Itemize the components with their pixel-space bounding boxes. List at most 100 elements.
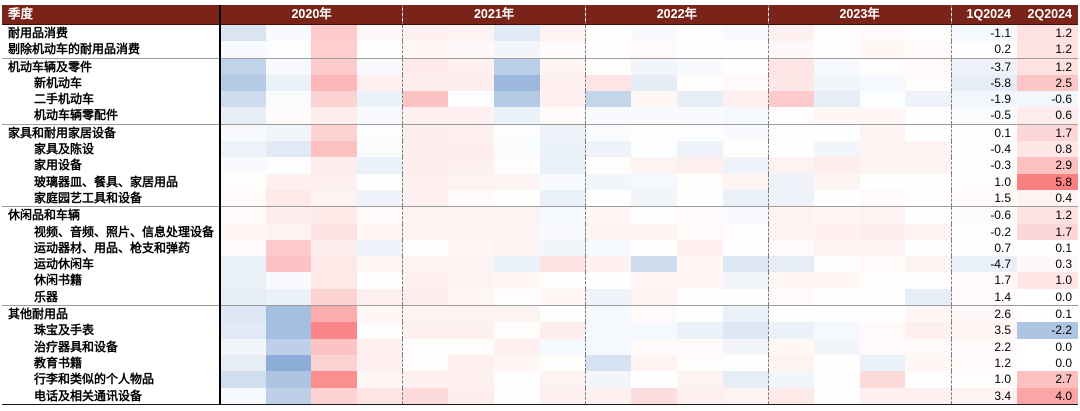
heat-cell bbox=[494, 338, 540, 355]
heat-cell bbox=[402, 239, 449, 257]
heat-cell bbox=[494, 223, 540, 240]
heat-cell bbox=[311, 24, 358, 42]
heat-cell bbox=[539, 173, 586, 190]
heat-cell bbox=[585, 107, 632, 125]
heat-cell bbox=[585, 74, 632, 92]
heat-cell bbox=[219, 239, 266, 257]
heat-cell bbox=[859, 206, 906, 224]
heat-cell bbox=[767, 107, 814, 125]
heat-cell bbox=[357, 206, 403, 224]
q1-value-cell: -0.5 bbox=[950, 107, 1017, 125]
heat-cell bbox=[813, 91, 860, 108]
heat-cell bbox=[265, 288, 312, 307]
heat-cell bbox=[905, 107, 951, 125]
row-label: 行李和类似的个人物品 bbox=[34, 372, 155, 387]
heat-cell bbox=[219, 58, 266, 75]
heat-cell bbox=[767, 288, 814, 307]
heat-cell bbox=[813, 288, 860, 307]
heat-cell bbox=[859, 157, 906, 174]
heat-cell bbox=[767, 189, 814, 208]
heat-cell bbox=[311, 91, 358, 108]
heat-cell bbox=[219, 107, 266, 125]
heat-cell bbox=[402, 223, 449, 240]
heat-cell bbox=[494, 157, 540, 174]
row-label: 家用设备 bbox=[34, 158, 83, 173]
heat-cell bbox=[448, 387, 495, 405]
table-row: 电话及相关通讯设备 3.4 4.0 bbox=[2, 387, 1078, 405]
q1-value-cell: 0.2 bbox=[950, 41, 1017, 59]
heat-cell bbox=[676, 272, 723, 289]
heat-cell bbox=[585, 41, 632, 59]
q1-value-cell: -0.4 bbox=[950, 141, 1017, 158]
q1-value-cell: 1.7 bbox=[950, 272, 1017, 289]
heat-cell bbox=[676, 387, 723, 405]
heat-cell bbox=[676, 41, 723, 59]
heat-cell bbox=[813, 305, 860, 323]
heat-cell bbox=[219, 24, 266, 42]
heat-cell bbox=[265, 124, 312, 142]
q2-value-cell: 5.8 bbox=[1017, 173, 1078, 190]
row-label: 家庭园艺工具和设备 bbox=[2, 189, 220, 208]
heat-cell bbox=[813, 24, 860, 42]
heat-cell bbox=[494, 305, 540, 323]
q2-value-cell: 1.7 bbox=[1017, 124, 1078, 142]
heat-cell bbox=[265, 272, 312, 289]
heat-cell bbox=[722, 141, 769, 158]
heat-cell bbox=[357, 288, 403, 307]
heat-cell bbox=[585, 288, 632, 307]
q2-value-cell: 2.7 bbox=[1017, 371, 1078, 388]
heat-cell bbox=[767, 41, 814, 59]
heat-cell bbox=[265, 239, 312, 257]
heat-cell bbox=[265, 322, 312, 339]
heat-cell bbox=[676, 74, 723, 92]
heat-cell bbox=[357, 157, 403, 174]
heat-cell bbox=[722, 354, 769, 372]
q2-value-cell: 1.7 bbox=[1017, 223, 1078, 240]
heat-cell bbox=[905, 223, 951, 240]
heat-cell bbox=[448, 338, 495, 355]
heat-cell bbox=[311, 141, 358, 158]
q2-value-cell: 1.0 bbox=[1017, 272, 1078, 289]
heat-cell bbox=[357, 41, 403, 59]
q1-value-cell: 3.4 bbox=[950, 387, 1017, 405]
heat-cell bbox=[905, 189, 951, 208]
heat-cell bbox=[265, 256, 312, 273]
heat-cell bbox=[357, 58, 403, 75]
heat-cell bbox=[357, 387, 403, 405]
heat-cell bbox=[402, 41, 449, 59]
table-row: 其他耐用品 2.6 0.1 bbox=[2, 305, 1078, 323]
heat-cell bbox=[631, 371, 677, 388]
row-label: 电话及相关通讯设备 bbox=[2, 387, 220, 405]
heat-cell bbox=[767, 354, 814, 372]
heat-cell bbox=[905, 157, 951, 174]
heat-cell bbox=[219, 189, 266, 208]
row-label: 耐用品消费 bbox=[8, 26, 69, 40]
table-row: 休闲品和车辆 -0.6 1.2 bbox=[2, 206, 1078, 224]
row-label: 家具及陈设 bbox=[34, 142, 95, 157]
q2-value-cell: -0.6 bbox=[1017, 91, 1078, 108]
heat-cell bbox=[311, 173, 358, 190]
heat-cell bbox=[722, 239, 769, 257]
heat-cell bbox=[585, 124, 632, 142]
q1-value-cell: -1.9 bbox=[950, 91, 1017, 108]
heat-cell bbox=[494, 354, 540, 372]
heat-cell bbox=[448, 239, 495, 257]
heat-cell bbox=[448, 206, 495, 224]
heat-cell bbox=[676, 206, 723, 224]
heat-cell bbox=[585, 305, 632, 323]
heat-cell bbox=[265, 74, 312, 92]
heat-cell bbox=[722, 305, 769, 323]
heat-cell bbox=[631, 288, 677, 307]
heat-cell bbox=[767, 91, 814, 108]
heat-cell bbox=[494, 124, 540, 142]
row-label: 运动器材、用品、枪支和弹药 bbox=[34, 240, 191, 255]
table-header: 季度 2020年 2021年 2022年 2023年 1Q2024 2Q2024 bbox=[2, 5, 1078, 25]
heat-cell bbox=[494, 173, 540, 190]
heat-cell bbox=[448, 322, 495, 339]
heat-cell bbox=[859, 107, 906, 125]
q2-value-cell: 1.2 bbox=[1017, 24, 1078, 42]
heat-cell bbox=[813, 141, 860, 158]
heatmap-table: 季度 2020年 2021年 2022年 2023年 1Q2024 2Q2024 耐用品消费… bbox=[2, 5, 1078, 405]
heat-cell bbox=[859, 239, 906, 257]
